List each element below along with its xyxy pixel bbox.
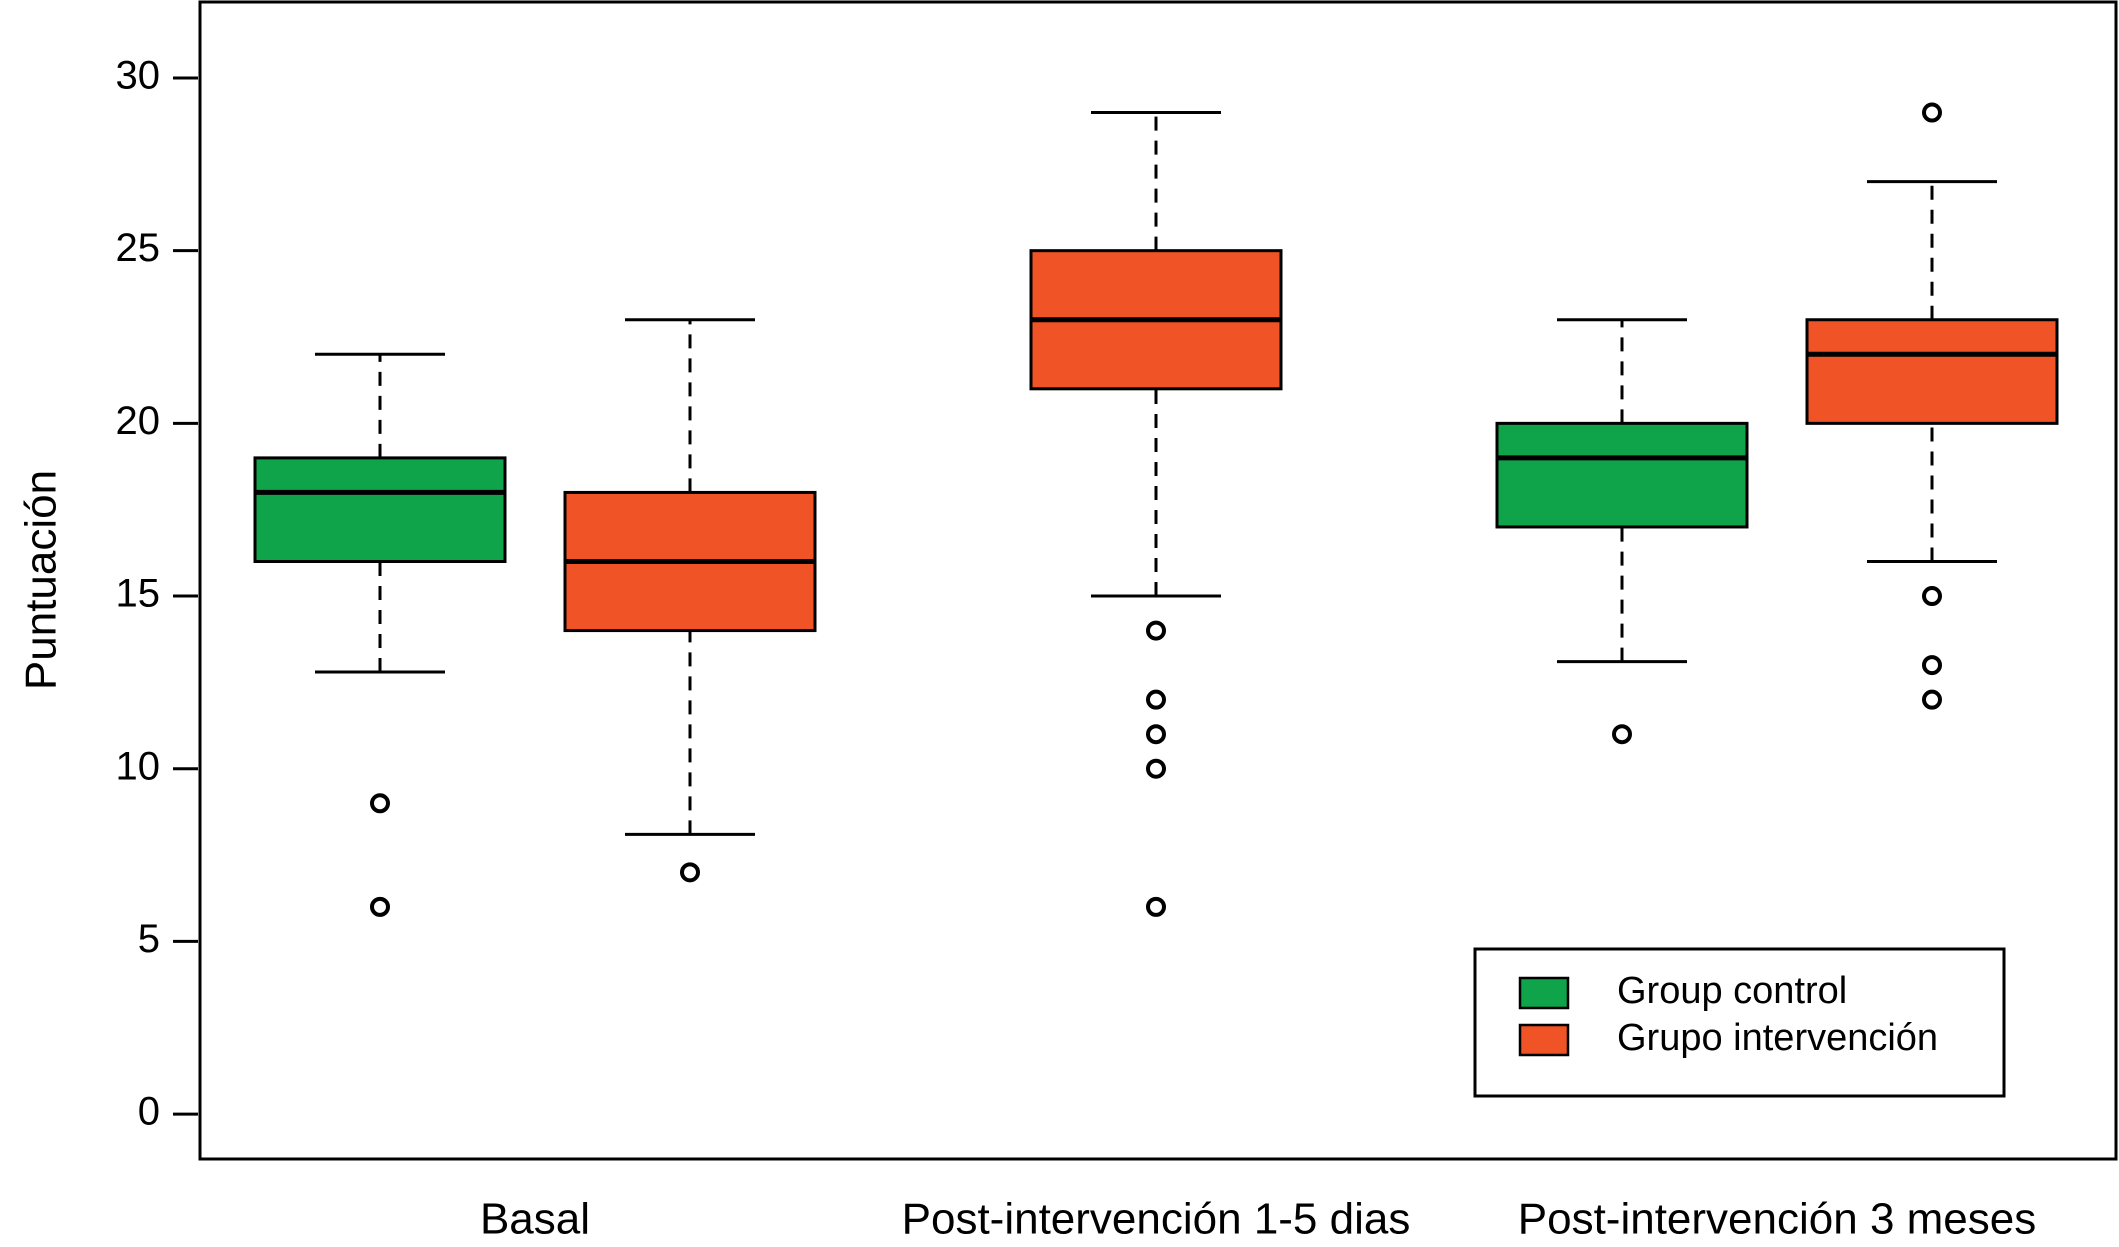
outlier xyxy=(1612,724,1632,745)
box xyxy=(253,456,507,564)
legend-label: Grupo intervención xyxy=(1617,1017,1938,1059)
y-tick-label: 30 xyxy=(116,54,161,98)
x-tick-label: Post-intervención 1-5 dias xyxy=(902,1195,1411,1244)
box xyxy=(1495,421,1749,529)
box xyxy=(1805,318,2059,425)
outlier xyxy=(370,793,390,814)
outlier xyxy=(1146,724,1166,745)
legend xyxy=(1473,947,2006,1098)
y-tick-label: 25 xyxy=(116,226,161,270)
outlier xyxy=(680,862,700,883)
outlier xyxy=(1146,896,1166,917)
outlier xyxy=(1146,620,1166,641)
x-tick-label: Post-intervención 3 meses xyxy=(1518,1195,2036,1244)
x-tick-label: Basal xyxy=(480,1195,590,1244)
plot-frame xyxy=(198,0,2118,1161)
y-tick-label: 0 xyxy=(138,1090,160,1134)
legend-swatch xyxy=(1518,1023,1570,1057)
y-tick-label: 5 xyxy=(138,917,160,961)
outlier xyxy=(1922,586,1942,607)
outlier xyxy=(1146,689,1166,710)
outlier xyxy=(1922,102,1942,123)
y-axis-title: Puntuación xyxy=(17,470,66,690)
y-tick-label: 10 xyxy=(116,744,161,788)
y-tick-label: 20 xyxy=(116,399,161,443)
outlier xyxy=(1922,655,1942,676)
outlier xyxy=(370,896,390,917)
y-tick-label: 15 xyxy=(116,572,161,616)
legend-swatch xyxy=(1518,976,1570,1010)
legend-label: Group control xyxy=(1617,970,1847,1012)
outlier xyxy=(1146,758,1166,779)
outlier xyxy=(1922,689,1942,710)
